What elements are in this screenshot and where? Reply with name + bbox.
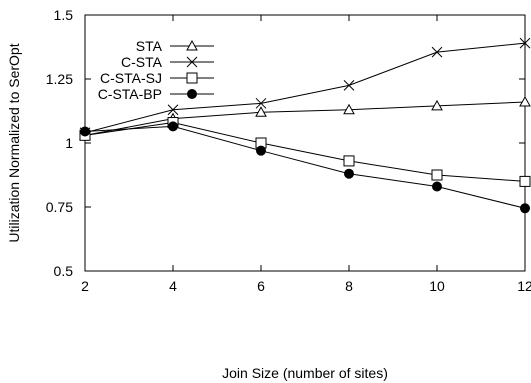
x-tick-label: 10 — [429, 278, 445, 294]
data-point — [167, 104, 179, 116]
x-tick-label: 12 — [517, 278, 531, 294]
y-tick-label: 1.25 — [46, 71, 73, 87]
y-tick-label: 0.75 — [46, 199, 73, 215]
legend-marker — [186, 39, 198, 51]
x-tick-label: 8 — [345, 278, 353, 294]
x-tick-label: 6 — [257, 278, 265, 294]
data-point — [344, 168, 354, 179]
data-point — [519, 175, 531, 187]
data-point — [255, 97, 267, 109]
data-point — [343, 103, 355, 115]
data-point — [168, 121, 178, 132]
y-tick-label: 1 — [65, 135, 73, 151]
legend-item: C-STA — [121, 54, 214, 70]
series-line — [84, 122, 526, 182]
data-point — [519, 37, 531, 49]
data-point — [432, 181, 442, 192]
series-line — [84, 125, 526, 209]
legend-label: C-STA-SJ — [100, 70, 162, 86]
legend-item: C-STA-SJ — [100, 70, 214, 86]
data-point — [255, 106, 267, 117]
y-tick-label: 0.5 — [54, 263, 74, 279]
x-tick-label: 4 — [169, 278, 177, 294]
legend-marker — [186, 72, 198, 84]
data-point — [343, 155, 355, 167]
data-point — [343, 80, 355, 91]
y-tick-label: 1.5 — [54, 7, 74, 23]
y-axis-label: Utilization Normalized to SerOpt — [6, 43, 22, 242]
legend-label: C-STA-BP — [98, 86, 162, 102]
legend-marker — [186, 56, 198, 68]
x-axis-label: Join Size (number of sites) — [222, 365, 388, 381]
series-c-sta-bp — [80, 121, 530, 214]
series-line — [84, 101, 526, 136]
data-point — [431, 99, 443, 111]
legend-item: STA — [136, 38, 214, 54]
data-point — [520, 203, 530, 214]
data-point — [80, 126, 90, 137]
data-point — [431, 46, 443, 58]
data-point — [519, 96, 531, 107]
legend-label: C-STA — [121, 54, 163, 70]
legend-marker — [187, 89, 197, 99]
legend-label: STA — [136, 38, 163, 54]
legend-item: C-STA-BP — [98, 86, 214, 102]
series-line — [84, 42, 526, 134]
x-tick-label: 2 — [81, 278, 89, 294]
series-sta — [79, 96, 531, 140]
data-point — [431, 169, 443, 181]
series-layer — [79, 37, 531, 214]
data-point — [256, 145, 266, 156]
